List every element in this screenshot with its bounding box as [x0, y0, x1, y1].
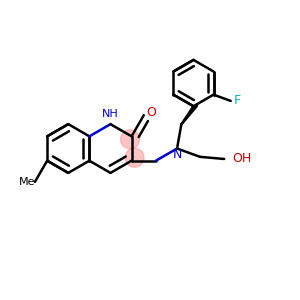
Text: N: N: [173, 148, 182, 161]
Text: NH: NH: [102, 109, 119, 119]
Text: Me: Me: [18, 177, 35, 187]
Text: O: O: [146, 106, 156, 119]
Text: OH: OH: [232, 152, 252, 165]
Text: F: F: [234, 94, 241, 107]
Circle shape: [125, 148, 144, 167]
Circle shape: [121, 130, 140, 149]
